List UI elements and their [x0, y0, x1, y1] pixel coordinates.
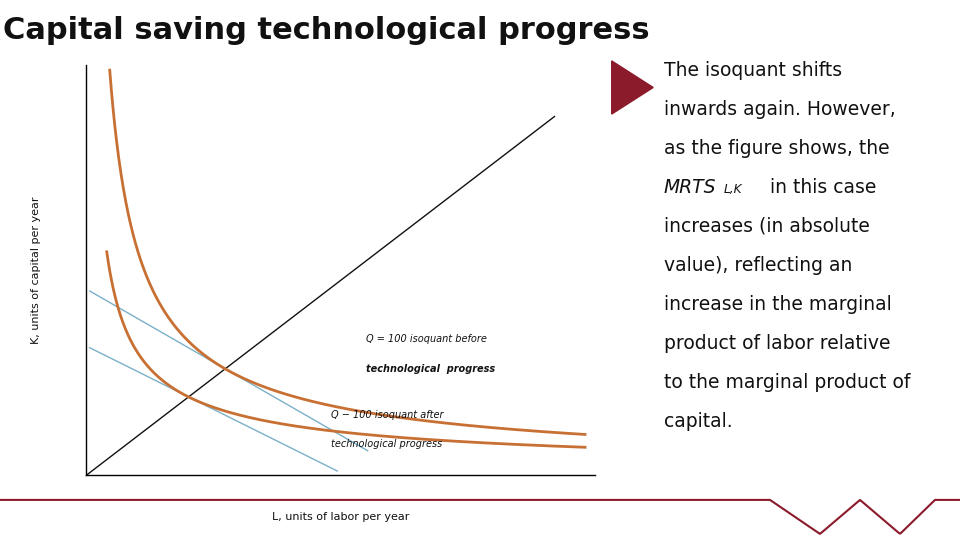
Text: value), reflecting an: value), reflecting an	[663, 256, 852, 275]
Text: L, units of labor per year: L, units of labor per year	[272, 512, 410, 522]
Text: to the marginal product of: to the marginal product of	[663, 373, 910, 392]
Text: MRTS: MRTS	[663, 178, 716, 197]
Text: Q = 100 isoquant before: Q = 100 isoquant before	[367, 334, 487, 344]
Text: as the figure shows, the: as the figure shows, the	[663, 139, 889, 158]
Text: in this case: in this case	[764, 178, 876, 197]
Text: technological progress: technological progress	[330, 439, 442, 449]
Text: technological  progress: technological progress	[367, 364, 495, 374]
Text: product of labor relative: product of labor relative	[663, 334, 890, 353]
Text: Capital saving technological progress: Capital saving technological progress	[3, 16, 650, 45]
Polygon shape	[612, 61, 653, 114]
Text: increases (in absolute: increases (in absolute	[663, 217, 870, 236]
Text: inwards again. However,: inwards again. However,	[663, 100, 896, 119]
Text: capital.: capital.	[663, 411, 732, 430]
Text: K, units of capital per year: K, units of capital per year	[31, 196, 40, 344]
Text: The isoquant shifts: The isoquant shifts	[663, 61, 842, 80]
Text: L,K: L,K	[724, 183, 743, 196]
Text: increase in the marginal: increase in the marginal	[663, 295, 891, 314]
Text: Q − 100 isoquant after: Q − 100 isoquant after	[330, 410, 444, 420]
